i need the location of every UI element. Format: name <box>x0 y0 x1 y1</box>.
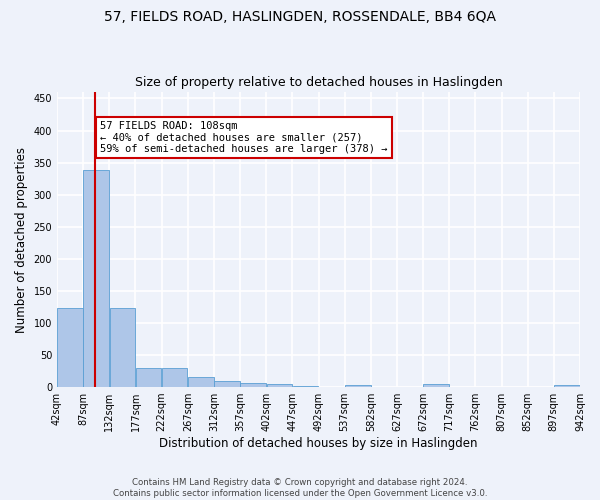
Bar <box>266 384 292 387</box>
Bar <box>58 308 83 387</box>
Bar <box>136 368 161 387</box>
Bar <box>110 308 135 387</box>
Bar <box>188 378 214 387</box>
Y-axis label: Number of detached properties: Number of detached properties <box>15 146 28 332</box>
Bar <box>241 383 266 387</box>
Text: 57 FIELDS ROAD: 108sqm
← 40% of detached houses are smaller (257)
59% of semi-de: 57 FIELDS ROAD: 108sqm ← 40% of detached… <box>100 121 388 154</box>
Text: 57, FIELDS ROAD, HASLINGDEN, ROSSENDALE, BB4 6QA: 57, FIELDS ROAD, HASLINGDEN, ROSSENDALE,… <box>104 10 496 24</box>
X-axis label: Distribution of detached houses by size in Haslingden: Distribution of detached houses by size … <box>159 437 478 450</box>
Text: Contains HM Land Registry data © Crown copyright and database right 2024.
Contai: Contains HM Land Registry data © Crown c… <box>113 478 487 498</box>
Bar <box>424 384 449 387</box>
Bar <box>345 384 371 387</box>
Bar <box>162 368 187 387</box>
Bar <box>293 386 318 387</box>
Bar <box>83 170 109 387</box>
Bar <box>214 382 240 387</box>
Bar <box>554 385 580 387</box>
Title: Size of property relative to detached houses in Haslingden: Size of property relative to detached ho… <box>134 76 502 90</box>
